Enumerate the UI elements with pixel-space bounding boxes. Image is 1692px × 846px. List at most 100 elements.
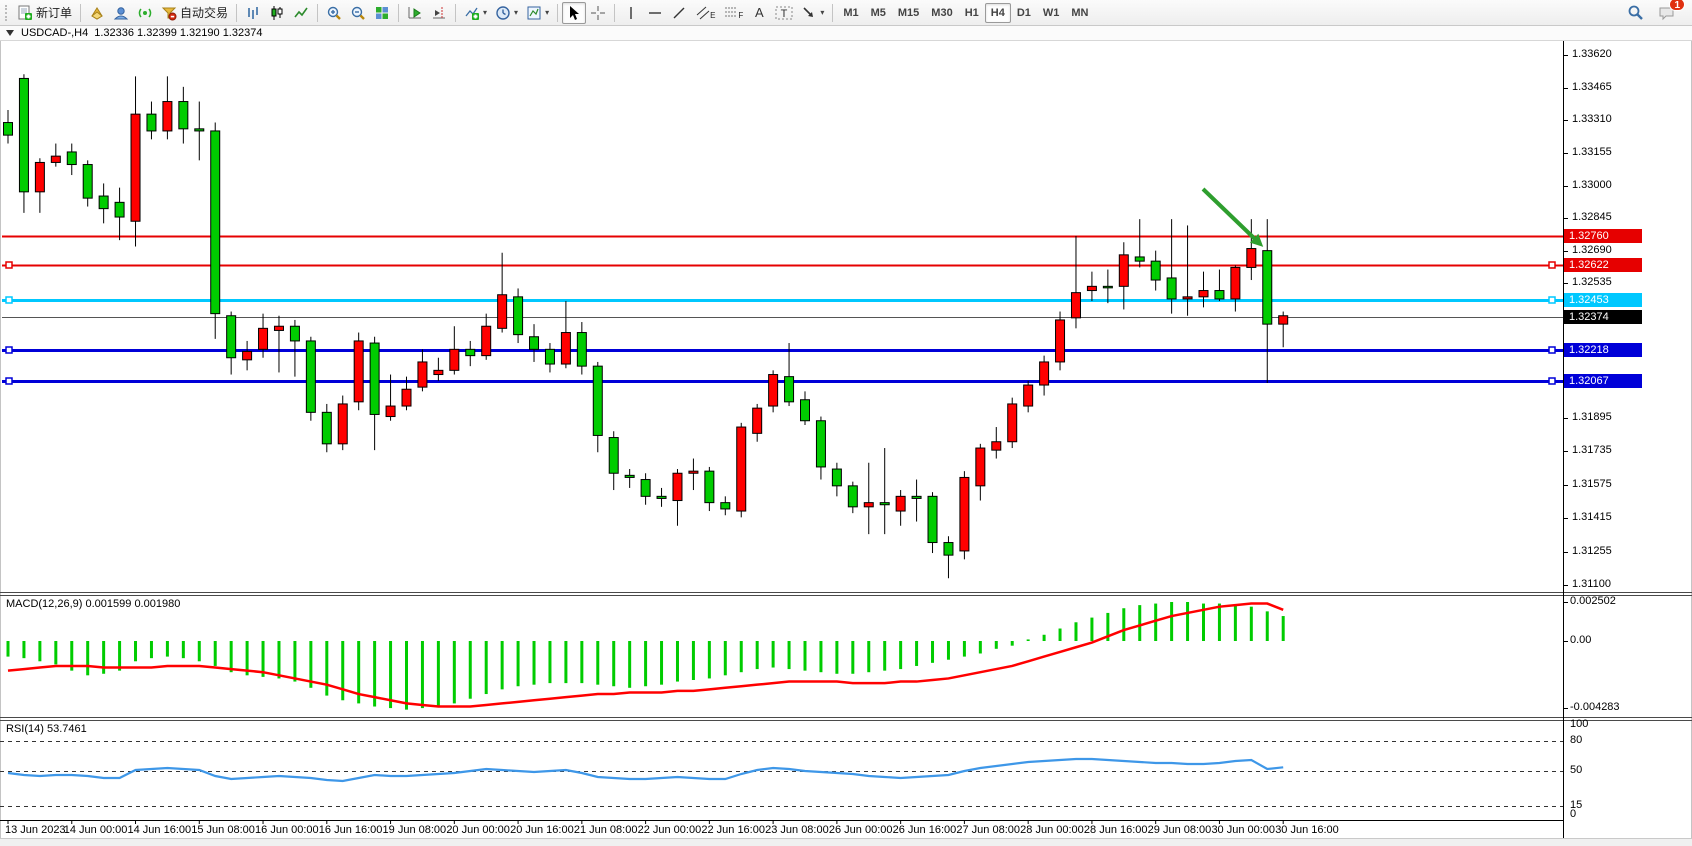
- chart-menu-caret-icon[interactable]: [6, 29, 15, 37]
- macd-histogram-bar: [213, 641, 217, 666]
- macd-histogram-bar: [1265, 611, 1269, 641]
- trendline-tool-button[interactable]: [667, 2, 691, 24]
- timeframe-button-w1[interactable]: W1: [1042, 6, 1060, 19]
- vps-icon: [138, 8, 152, 17]
- macd-indicator-label: MACD(12,26,9): [6, 598, 83, 610]
- timeframe-button-h4[interactable]: H4: [984, 2, 1011, 23]
- macd-histogram-bar: [851, 641, 855, 674]
- fibonacci-tool-button[interactable]: F: [719, 2, 747, 24]
- line-handle[interactable]: [1548, 261, 1556, 269]
- price-badge: 1.32453: [1564, 293, 1642, 307]
- time-axis-label: 28 Jun 00:00: [1020, 824, 1084, 836]
- macd-histogram-bar: [1186, 602, 1190, 641]
- candle-body-up: [433, 369, 444, 376]
- candle-body-up: [1198, 290, 1209, 298]
- macd-histogram-bar: [819, 641, 823, 673]
- line-handle[interactable]: [5, 377, 13, 385]
- crosshair-tool-button[interactable]: [586, 2, 610, 24]
- timeframe-button-m5[interactable]: M5: [870, 6, 886, 19]
- macd-signal-value: 0.001980: [134, 598, 181, 610]
- macd-histogram-bar: [1233, 605, 1237, 641]
- text-tool-button[interactable]: A: [747, 2, 771, 24]
- line-handle[interactable]: [1548, 296, 1556, 304]
- price-axis-label: 1.31575: [1572, 478, 1612, 490]
- macd-histogram-bar: [1138, 605, 1142, 641]
- timeframe-button-m15[interactable]: M15: [897, 6, 920, 19]
- cursor-tool-button[interactable]: [562, 1, 587, 24]
- timeframe-button-mn[interactable]: MN: [1071, 6, 1089, 19]
- macd-histogram-bar: [1042, 634, 1046, 641]
- timeframe-button-m30[interactable]: M30: [931, 6, 953, 19]
- candlestick-chart-button[interactable]: [265, 2, 289, 24]
- line-handle[interactable]: [1548, 377, 1556, 385]
- candle-body-down: [608, 437, 619, 474]
- candle-body-up: [1039, 361, 1050, 386]
- macd-histogram-bar: [229, 641, 233, 673]
- candle-body-down: [927, 495, 938, 544]
- notifications-button[interactable]: 1: [1654, 0, 1685, 24]
- market-icon: [91, 6, 103, 20]
- macd-histogram-bar: [436, 641, 440, 707]
- text-label-tool-button[interactable]: T: [771, 2, 797, 24]
- chart-title-bar: USDCAD-,H4 1.32336 1.32399 1.32190 1.323…: [0, 26, 1692, 41]
- line-handle[interactable]: [5, 346, 13, 354]
- macd-histogram-bar: [38, 641, 42, 662]
- macd-histogram-bar: [118, 641, 122, 671]
- candle-body-down: [3, 122, 13, 136]
- vertical-line-tool-button[interactable]: [619, 2, 643, 24]
- annotation-arrow[interactable]: [1201, 187, 1258, 242]
- candle-body-up: [385, 405, 396, 418]
- line-handle[interactable]: [5, 296, 13, 304]
- price-axis-label: 1.33465: [1572, 81, 1612, 93]
- signals-button[interactable]: [109, 2, 133, 24]
- macd-histogram-bar: [1058, 628, 1062, 641]
- candle-body-down: [98, 195, 109, 210]
- macd-histogram-bar: [325, 641, 329, 696]
- periods-button[interactable]: ▾: [491, 2, 522, 24]
- time-axis-label: 14 Jun 16:00: [127, 824, 192, 836]
- vps-button[interactable]: [133, 2, 157, 24]
- toolbar-right-group: 1: [1623, 0, 1688, 24]
- macd-histogram-bar: [405, 641, 408, 710]
- candle-body-down: [1214, 290, 1225, 300]
- search-icon: [1628, 5, 1643, 20]
- search-button[interactable]: [1623, 2, 1648, 24]
- market-button[interactable]: [85, 2, 109, 24]
- new-order-label: 新订单: [36, 6, 73, 20]
- horizontal-line-tool-button[interactable]: [643, 2, 667, 24]
- candle-body-down: [114, 201, 125, 218]
- indicators-button[interactable]: ▾: [460, 2, 491, 24]
- new-order-button[interactable]: 新订单: [13, 2, 76, 24]
- macd-histogram-bar: [165, 641, 169, 657]
- timeframe-button-d1[interactable]: D1: [1016, 6, 1031, 19]
- timeframe-button-m1[interactable]: M1: [843, 6, 859, 19]
- arrows-tool-button[interactable]: ▾: [797, 2, 828, 24]
- candle-body-up: [130, 113, 141, 222]
- tile-windows-button[interactable]: [370, 2, 394, 24]
- bar-chart-button[interactable]: [241, 2, 265, 24]
- auto-scroll-button[interactable]: [403, 2, 427, 24]
- line-chart-button[interactable]: [289, 2, 313, 24]
- zoom-out-button[interactable]: [346, 2, 370, 24]
- annotation-arrow-head[interactable]: [1249, 233, 1264, 247]
- dropdown-caret: ▾: [820, 8, 825, 17]
- candle-body-down: [210, 130, 221, 315]
- line-handle[interactable]: [5, 261, 13, 269]
- candle-body-down: [146, 113, 157, 132]
- line-handle[interactable]: [1548, 346, 1556, 354]
- zoom-in-button[interactable]: [322, 2, 346, 24]
- timeframe-button-h1[interactable]: H1: [964, 6, 979, 19]
- time-axis-label: 16 Jun 00:00: [255, 824, 319, 836]
- macd-histogram-bar: [452, 641, 456, 704]
- auto-trading-button[interactable]: 自动交易: [157, 2, 232, 24]
- templates-button[interactable]: ▾: [522, 2, 553, 24]
- chart-shift-button[interactable]: [427, 2, 451, 24]
- price-badge: 1.32622: [1564, 258, 1642, 272]
- candle-body-down: [66, 151, 77, 166]
- channel-tool-button[interactable]: E: [691, 2, 719, 24]
- macd-histogram-bar: [1170, 602, 1174, 641]
- candle-body-up: [242, 350, 253, 361]
- candle-body-up: [353, 340, 364, 403]
